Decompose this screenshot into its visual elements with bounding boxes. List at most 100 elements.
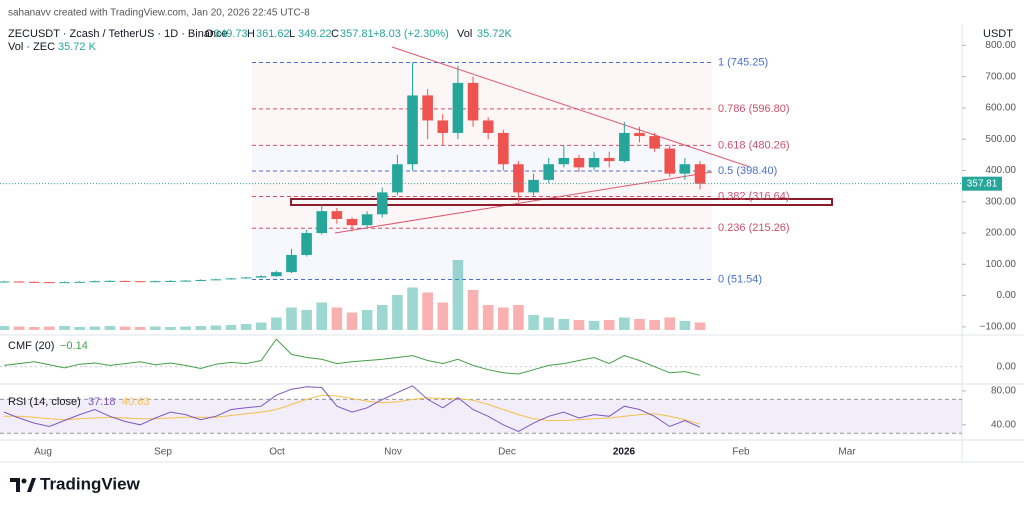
volume-bar: [361, 310, 373, 330]
candle-body: [392, 164, 403, 193]
y-tick-label: 500.00: [985, 134, 1016, 145]
fib-zone: [252, 228, 712, 280]
volume-bar: [513, 305, 524, 330]
ohlc-value: 349.73: [214, 28, 248, 40]
candle-body: [59, 282, 70, 284]
volume-bar: [588, 321, 600, 330]
x-tick-label: Sep: [154, 447, 172, 458]
currency: USDT: [983, 28, 1013, 40]
y-tick-label: 40.00: [991, 419, 1016, 430]
volume-bar: [28, 327, 40, 330]
volume-bar: [271, 317, 282, 330]
candle-body: [150, 281, 161, 283]
candle-body: [634, 132, 645, 137]
candle-body: [225, 278, 237, 280]
volume-bar: [0, 326, 10, 330]
volume-bar: [44, 326, 55, 330]
volume-bar: [649, 320, 660, 330]
trend-line: [391, 46, 751, 168]
candle-body: [558, 157, 570, 165]
candle-body: [134, 281, 146, 283]
ohlc-key: L: [289, 28, 295, 40]
y-tick-label: 300.00: [985, 196, 1016, 207]
candle-body: [165, 280, 176, 282]
candle-body: [180, 280, 191, 282]
y-tick-label: 0.00: [997, 290, 1017, 301]
change: +8.03 (+2.30%): [373, 28, 449, 40]
candle-body: [89, 281, 101, 283]
brand-logo: [10, 478, 36, 492]
rsi-name: RSI (14, close): [8, 396, 81, 408]
candle-body: [0, 281, 10, 283]
candle-body: [104, 280, 116, 282]
volume-bar: [392, 295, 403, 330]
volume-bar: [664, 317, 676, 330]
volume-bar: [437, 302, 449, 330]
candle-body: [513, 164, 524, 193]
x-tick-label: 2026: [613, 447, 636, 458]
volume-bar: [119, 326, 131, 330]
volume-bar: [346, 312, 358, 330]
volume-bar: [467, 290, 479, 330]
y-tick-label: 200.00: [985, 228, 1016, 239]
x-tick-label: Aug: [34, 447, 52, 458]
ohlc-key: C: [331, 28, 339, 40]
volume-bar: [543, 317, 554, 330]
volume-bar: [165, 327, 176, 330]
fib-label: 0 (51.54): [718, 273, 762, 285]
vol-pane-value: 35.72 K: [58, 41, 97, 53]
ohlc-key: H: [247, 28, 255, 40]
volume-bar: [482, 305, 494, 330]
candle-body: [28, 281, 40, 283]
volume-bar: [104, 326, 116, 330]
candle-body: [286, 254, 297, 273]
cmf-name: CMF (20): [8, 340, 54, 352]
volume-bar: [619, 317, 630, 330]
volume-bar: [679, 321, 691, 330]
volume-bar: [89, 326, 101, 330]
volume-bar: [452, 260, 464, 330]
vol-value: 35.72K: [477, 28, 513, 40]
candle-body: [255, 276, 267, 278]
y-tick-label: 100.00: [985, 259, 1016, 270]
volume-bar: [286, 307, 297, 330]
volume-bar: [74, 327, 85, 330]
candle-body: [195, 279, 206, 281]
candle-body: [498, 132, 509, 165]
x-tick-label: Dec: [498, 447, 516, 458]
candle-body: [13, 281, 25, 283]
volume-bar: [134, 327, 146, 330]
rsi-line: [3, 385, 701, 433]
candle-body: [271, 272, 282, 277]
volume-bar: [316, 302, 328, 330]
volume-bar: [558, 319, 570, 330]
candle-body: [679, 164, 691, 174]
fib-zone: [252, 145, 712, 171]
x-tick-label: Oct: [269, 447, 285, 458]
x-tick-label: Mar: [838, 447, 856, 458]
symbol: ZECUSDT · Zcash / TetherUS · 1D · Binanc…: [8, 28, 228, 40]
candle-body: [437, 120, 449, 133]
candle-body: [44, 282, 55, 284]
fib-label: 0.618 (480.26): [718, 139, 790, 151]
candle-body: [573, 157, 585, 168]
cmf-value: −0.14: [60, 340, 88, 352]
volume-bar: [195, 326, 206, 330]
rsi-value: 37.18: [88, 396, 116, 408]
candle-body: [467, 82, 479, 121]
candle-body: [422, 95, 433, 121]
x-tick-label: Feb: [732, 447, 750, 458]
volume-bar: [528, 315, 539, 330]
vol-pane-label: Vol · ZEC: [8, 41, 55, 53]
legend: ZECUSDT · Zcash / TetherUS · 1D · Binanc…: [8, 28, 513, 53]
ohlc-value: 361.62: [256, 28, 290, 40]
fib-label: 1 (745.25): [718, 56, 768, 68]
candle-body: [240, 277, 252, 279]
fib-zone: [252, 62, 712, 109]
credit: sahanavv created with TradingView.com, J…: [8, 8, 310, 19]
fib-zone: [252, 108, 712, 146]
candle-body: [452, 82, 464, 133]
ohlc-value: 349.22: [298, 28, 332, 40]
